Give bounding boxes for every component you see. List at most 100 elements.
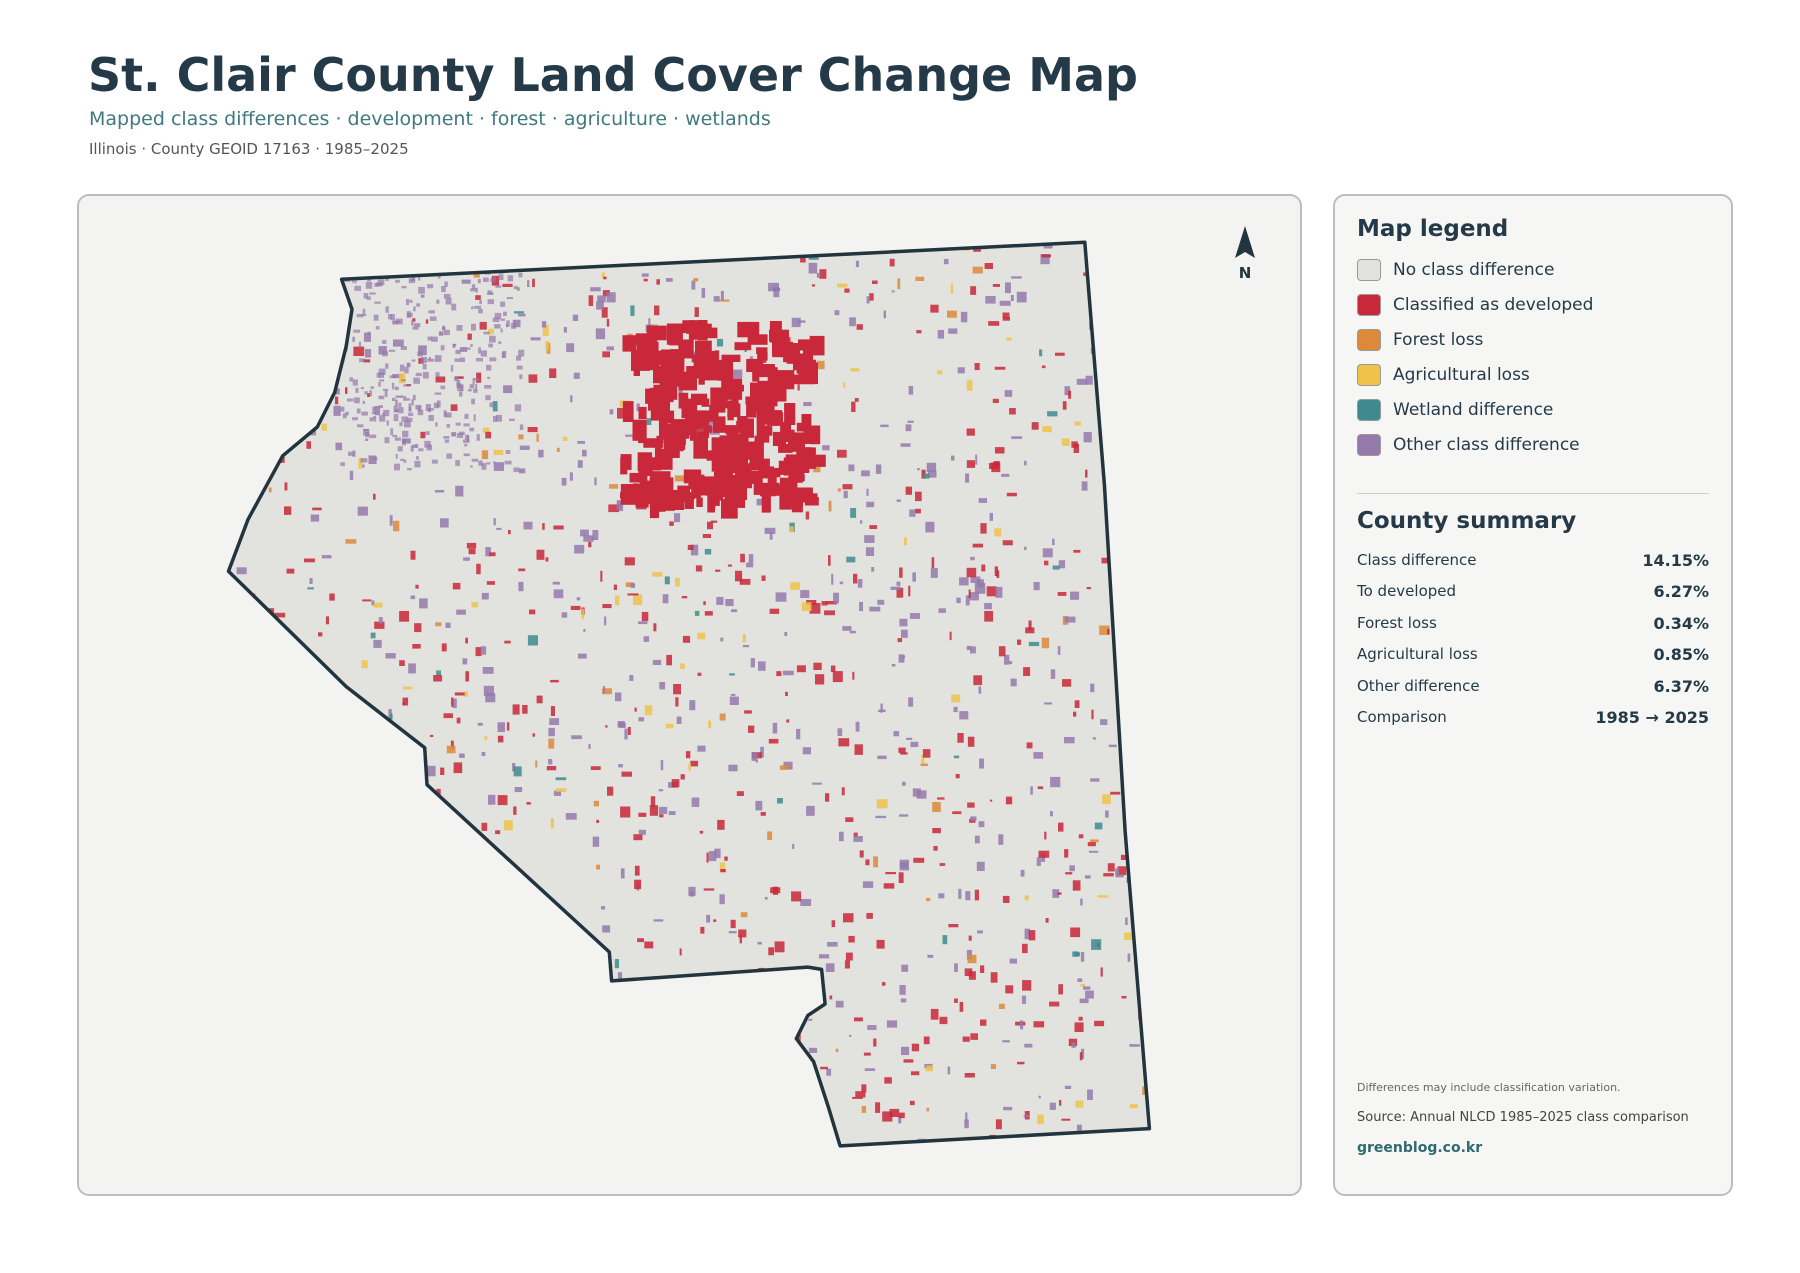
urban-patch [464, 443, 468, 447]
change-patch [1076, 1124, 1082, 1131]
change-patch [790, 582, 800, 590]
change-patch [1083, 432, 1092, 443]
developed-patch [713, 456, 721, 477]
change-patch [703, 888, 715, 891]
change-patch [901, 1046, 910, 1055]
change-patch [925, 521, 935, 533]
change-patch [638, 829, 646, 835]
change-patch [841, 787, 845, 796]
urban-patch [435, 372, 440, 377]
change-patch [518, 581, 524, 592]
change-patch [289, 354, 295, 364]
change-patch [454, 692, 466, 696]
change-patch [473, 1042, 481, 1049]
change-patch [424, 765, 436, 777]
change-patch [500, 944, 506, 955]
change-patch [1028, 620, 1032, 631]
change-patch [817, 360, 825, 370]
change-patch [403, 686, 413, 690]
urban-patch [490, 278, 496, 282]
change-patch [337, 299, 345, 310]
change-patch [724, 1011, 729, 1016]
change-patch [644, 941, 654, 949]
change-patch [441, 643, 447, 652]
change-patch [497, 722, 505, 733]
change-patch [318, 632, 323, 637]
change-patch [943, 258, 949, 265]
change-patch [244, 441, 248, 450]
urban-patch [487, 290, 493, 295]
urban-patch [456, 433, 464, 438]
change-patch [419, 922, 424, 930]
change-patch [579, 1153, 589, 1163]
urban-patch [403, 459, 407, 463]
change-patch [260, 987, 271, 996]
change-patch [730, 919, 736, 929]
change-patch [932, 802, 941, 813]
change-patch [658, 1023, 663, 1031]
change-patch [911, 1043, 919, 1052]
urban-patch [488, 343, 493, 348]
change-patch [643, 1111, 651, 1120]
change-patch [564, 1116, 575, 1127]
change-patch [826, 601, 837, 605]
developed-patch [664, 432, 682, 447]
change-patch [939, 1016, 948, 1025]
change-patch [488, 794, 496, 805]
change-patch [937, 330, 944, 339]
urban-patch [436, 299, 440, 304]
urban-patch [382, 351, 388, 357]
change-patch [1151, 435, 1157, 445]
change-patch [358, 458, 363, 469]
change-patch [969, 1155, 974, 1165]
change-patch [1083, 986, 1091, 990]
change-patch [1042, 548, 1053, 558]
change-patch [744, 349, 747, 352]
change-patch [318, 813, 327, 821]
change-patch [562, 941, 569, 949]
change-patch [335, 396, 339, 405]
developed-patch [697, 366, 707, 379]
change-patch [850, 1157, 858, 1168]
change-patch [857, 579, 863, 588]
change-patch [700, 926, 705, 934]
change-patch [1050, 776, 1061, 788]
urban-patch [410, 445, 414, 452]
change-patch [519, 445, 530, 450]
change-patch [897, 278, 901, 289]
legend-swatch [1357, 259, 1381, 281]
legend-label: No class difference [1393, 260, 1555, 280]
change-patch [580, 529, 589, 537]
change-patch [1155, 626, 1161, 629]
change-patch [530, 337, 541, 341]
urban-patch [359, 358, 365, 363]
change-patch [602, 688, 612, 695]
change-patch [1028, 930, 1036, 941]
urban-patch [409, 299, 413, 303]
change-patch [711, 1007, 717, 1010]
change-patch [242, 1148, 249, 1156]
change-patch [899, 985, 906, 995]
change-patch [819, 269, 827, 279]
change-patch [364, 939, 371, 943]
change-patch [701, 288, 706, 298]
site-link[interactable]: greenblog.co.kr [1357, 1140, 1483, 1156]
change-patch [276, 369, 288, 379]
change-patch [606, 318, 610, 327]
change-patch [829, 995, 833, 1000]
change-patch [615, 692, 622, 702]
change-patch [550, 818, 554, 829]
change-patch [493, 449, 504, 456]
change-patch [354, 946, 359, 952]
urban-patch [353, 329, 361, 333]
change-patch [641, 980, 650, 990]
change-patch [550, 679, 559, 683]
change-patch [1145, 856, 1149, 864]
change-patch [719, 713, 726, 721]
change-patch [236, 263, 244, 274]
change-patch [484, 1010, 495, 1022]
change-patch [274, 612, 286, 618]
change-patch [1049, 1102, 1056, 1110]
change-patch [1009, 661, 1013, 665]
